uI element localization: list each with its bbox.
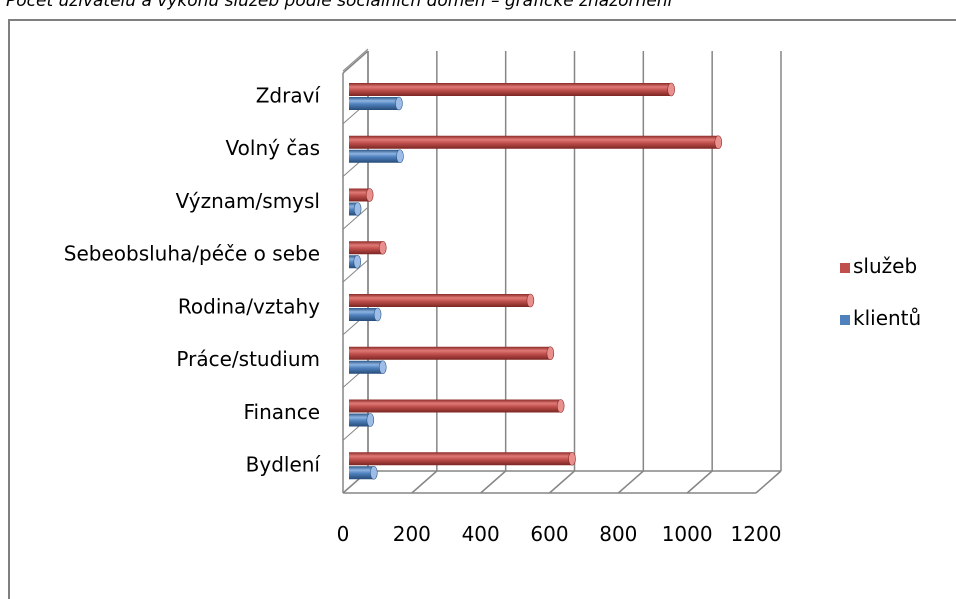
floor-gridline: [549, 470, 575, 494]
side-wall-top-edge: [342, 50, 369, 74]
y-category-label: Význam/smysl: [176, 189, 320, 213]
y-category-label: Bydlení: [246, 453, 322, 477]
bar-sluzeb: [349, 240, 387, 255]
bar-sluzeb: [349, 399, 565, 413]
bar-sluzeb: [349, 188, 374, 202]
bar-klientu: [349, 360, 387, 375]
bar-klientu: [349, 96, 403, 111]
labels-layer: 0 200 400 600 800 1000 1200 Bydlení Finance Práce…: [64, 83, 782, 546]
y-category-label: Práce/studium: [176, 347, 320, 371]
bar-chart: 0 200 400 600 800 1000 1200 Bydlení Finance Práce…: [64, 48, 921, 546]
y-category-label: Zdraví: [256, 83, 322, 107]
x-tick-label: 400: [462, 522, 500, 546]
x-tick-label: 1000: [662, 522, 713, 546]
bar-sluzeb: [349, 346, 555, 361]
floor-gridline: [411, 470, 438, 494]
x-tick-label: 800: [599, 522, 637, 546]
legend-label: služeb: [853, 254, 917, 278]
bar-sluzeb: [349, 135, 723, 150]
legend: služeb klientů: [840, 254, 921, 330]
y-category-label: Volný čas: [226, 136, 320, 160]
floor-gridline: [686, 470, 713, 494]
y-category-label: Rodina/vztahy: [178, 294, 320, 318]
bar-klientu: [349, 465, 378, 480]
legend-label: klientů: [853, 306, 921, 330]
bar-sluzeb: [349, 451, 576, 466]
floor-gridline: [617, 470, 644, 494]
bar-klientu: [349, 307, 382, 322]
legend-swatch: [840, 263, 850, 273]
y-category-label: Sebeobsluha/péče o sebe: [64, 242, 320, 266]
bar-klientu: [349, 202, 362, 216]
legend-item: služeb: [840, 254, 917, 278]
x-tick-label: 200: [393, 522, 431, 546]
legend-swatch: [840, 315, 850, 325]
category-separator: [342, 48, 369, 72]
bar-sluzeb: [349, 82, 675, 97]
floor-gridline: [755, 470, 782, 494]
category-separator: [342, 259, 369, 283]
floor-gridline: [480, 470, 507, 494]
y-category-label: Finance: [243, 400, 320, 424]
bar-sluzeb: [349, 293, 535, 308]
chart-title: Počet uživatelů a výkonů služeb podle so…: [6, 0, 673, 11]
category-separator: [342, 206, 369, 230]
bars-layer: [349, 82, 723, 480]
x-tick-label: 600: [530, 522, 568, 546]
x-tick-label: 0: [337, 522, 350, 546]
bar-klientu: [349, 254, 362, 269]
bar-klientu: [349, 413, 375, 427]
legend-item: klientů: [840, 306, 921, 330]
bar-klientu: [349, 149, 404, 164]
x-tick-label: 1200: [731, 522, 782, 546]
grid-layer: [342, 48, 782, 494]
chart-frame: [8, 19, 956, 599]
